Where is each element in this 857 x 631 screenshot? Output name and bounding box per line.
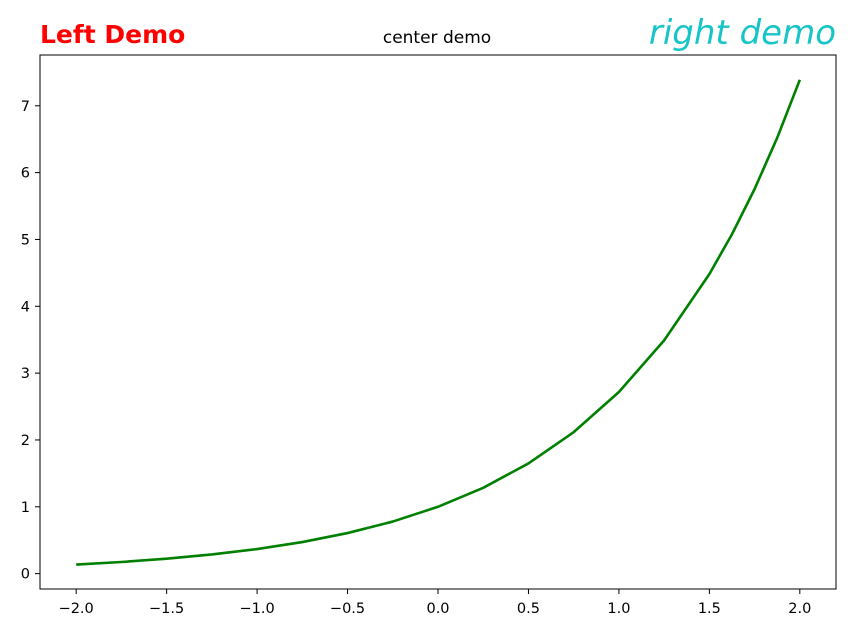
x-tick-label: 0.5 bbox=[517, 601, 540, 617]
y-tick-label: 7 bbox=[21, 99, 30, 115]
y-tick-label: 3 bbox=[21, 366, 30, 382]
x-tick-label: −1.5 bbox=[149, 601, 184, 617]
x-tick-label: 2.0 bbox=[788, 601, 811, 617]
x-tick-label: −2.0 bbox=[59, 601, 94, 617]
x-tick-label: −1.0 bbox=[239, 601, 274, 617]
axes-frame bbox=[39, 54, 837, 590]
plot-area: −2.0 −1.5 −1.0 −0.5 0.0 0.5 1.0 1.5 2.0 0 1 2 3 4 5 6 7 bbox=[21, 54, 837, 617]
y-tick-label: 6 bbox=[21, 166, 30, 182]
y-tick-label: 0 bbox=[21, 567, 30, 583]
chart-title-right: right demo bbox=[649, 13, 836, 53]
y-tick-label: 5 bbox=[21, 232, 30, 248]
x-tick-label: 1.5 bbox=[698, 601, 721, 617]
x-tick-label: 1.0 bbox=[607, 601, 630, 617]
y-tick-label: 4 bbox=[21, 299, 30, 315]
y-tick-label: 2 bbox=[21, 433, 30, 449]
chart-title-center: center demo bbox=[383, 28, 491, 48]
chart-title-left: Left Demo bbox=[40, 20, 185, 49]
x-tick-label: −0.5 bbox=[330, 601, 365, 617]
y-tick-label: 1 bbox=[21, 500, 30, 516]
series-line-0 bbox=[76, 79, 802, 566]
x-tick-label: 0.0 bbox=[426, 601, 449, 617]
